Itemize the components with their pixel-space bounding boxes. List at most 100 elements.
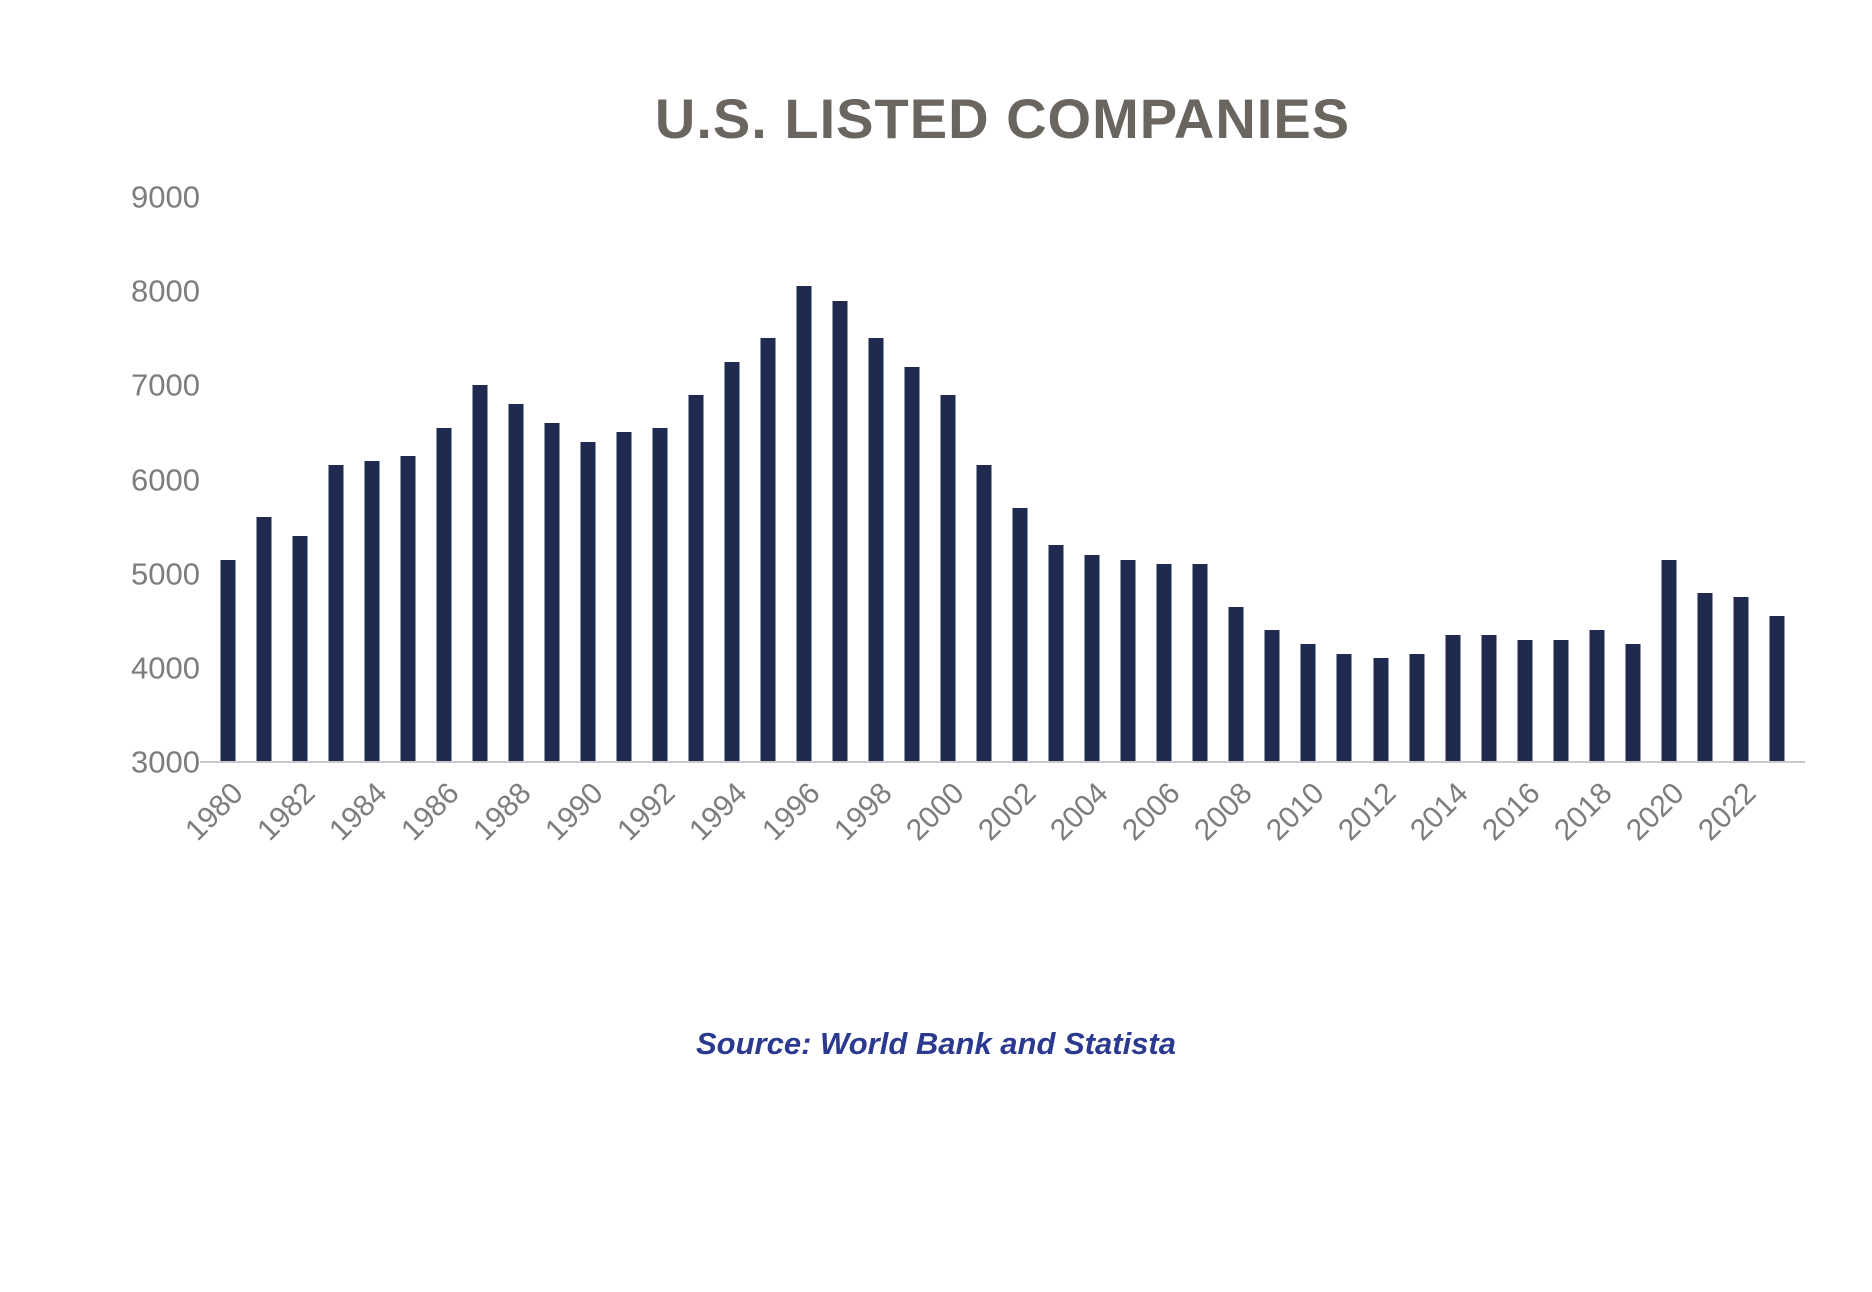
bar-1996 (796, 286, 812, 762)
bar-1990 (580, 441, 596, 762)
bar-slot (606, 197, 642, 762)
x-tick-label: 1996 (755, 776, 827, 848)
bar-2006 (1156, 564, 1172, 762)
x-tick-label: 2012 (1331, 776, 1403, 848)
bar-1993 (688, 394, 704, 762)
bar-slot: 1980 (179, 197, 250, 847)
bar-2017 (1553, 639, 1569, 762)
x-axis-line (200, 761, 1805, 763)
bar-1992 (652, 427, 668, 762)
bar-1997 (832, 300, 848, 762)
bar-2015 (1481, 634, 1497, 762)
y-tick-label: 8000 (131, 273, 200, 309)
bar-2019 (1625, 644, 1641, 762)
bar-2021 (1697, 592, 1713, 762)
bar-slot: 2008 (1188, 197, 1258, 847)
bar-2009 (1264, 630, 1280, 762)
bar-slot (1110, 197, 1146, 762)
bar-slot (318, 197, 354, 762)
x-tick-label: 1986 (395, 776, 467, 848)
bar-1985 (400, 455, 416, 762)
bar-slot: 2020 (1620, 197, 1691, 847)
bar-slot (1326, 197, 1362, 762)
bar-2014 (1445, 634, 1461, 762)
x-tick-label: 1984 (323, 776, 394, 848)
bar-slot: 1982 (251, 197, 322, 847)
bar-slot: 1990 (540, 197, 610, 847)
bar-2007 (1192, 564, 1208, 762)
bar-slot (678, 197, 714, 762)
bar-slot: 2016 (1476, 197, 1546, 847)
bar-slot (1038, 197, 1074, 762)
bar-1986 (436, 427, 452, 762)
bar-1989 (544, 423, 560, 762)
bar-slot (390, 197, 426, 762)
x-tick-label: 2018 (1547, 776, 1619, 848)
plot-area: 1980 1982 1984 1986 1988 1990 1992 1994 1996 1998… (179, 197, 1805, 847)
bar-1982 (292, 536, 308, 762)
bar-2004 (1084, 554, 1100, 762)
bar-2011 (1336, 653, 1352, 762)
x-tick-label: 2016 (1475, 776, 1547, 848)
x-tick-label: 1990 (539, 776, 611, 848)
bar-slot (534, 197, 570, 762)
bar-2018 (1589, 630, 1605, 762)
x-tick-label: 1988 (467, 776, 539, 848)
x-tick-label: 2000 (899, 776, 971, 848)
bar-slot: 2006 (1116, 197, 1186, 847)
bar-1981 (256, 517, 272, 762)
x-tick-label: 2020 (1620, 776, 1691, 848)
y-axis: 3000 4000 5000 6000 7000 8000 9000 (90, 182, 200, 778)
bar-1994 (724, 361, 740, 762)
bar-2008 (1228, 606, 1244, 762)
bar-slot (1687, 197, 1723, 762)
bar-2013 (1409, 653, 1425, 762)
bar-2020 (1661, 559, 1677, 762)
x-tick-label: 2010 (1259, 776, 1331, 848)
bar-slot (1471, 197, 1507, 762)
y-tick-label: 5000 (131, 556, 200, 592)
x-tick-label: 1980 (179, 776, 250, 848)
bar-1998 (868, 338, 884, 762)
bar-2002 (1012, 507, 1028, 762)
bar-slot: 2000 (900, 197, 970, 847)
bars: 1980 1982 1984 1986 1988 1990 1992 1994 1996 1998… (179, 197, 1795, 847)
bar-slot (1399, 197, 1435, 762)
bar-slot: 2004 (1044, 197, 1114, 847)
bar-slot (1543, 197, 1579, 762)
chart-title: U.S. LISTED COMPANIES (654, 87, 1351, 150)
bar-slot: 2010 (1260, 197, 1330, 847)
x-tick-label: 1982 (251, 776, 322, 848)
bar-slot: 1984 (323, 197, 394, 847)
y-tick-label: 3000 (131, 744, 200, 780)
bar-2022 (1733, 597, 1749, 762)
bar-2012 (1373, 658, 1388, 762)
bar-slot: 1988 (468, 197, 538, 847)
bar-slot: 2022 (1692, 197, 1763, 847)
y-tick-label: 9000 (131, 179, 200, 215)
bar-1987 (472, 385, 488, 762)
bar-slot (1254, 197, 1290, 762)
bar-1995 (760, 338, 776, 762)
bar-1999 (904, 366, 920, 762)
bar-1991 (616, 432, 632, 762)
x-tick-label: 2008 (1187, 776, 1259, 848)
bar-slot: 1996 (756, 197, 826, 847)
bar-slot: 2018 (1548, 197, 1619, 847)
bar-1988 (508, 404, 524, 762)
bar-slot: 1986 (395, 197, 466, 847)
source-caption: Source: World Bank and Statista (695, 1026, 1176, 1061)
bar-2003 (1048, 545, 1064, 762)
bar-slot (462, 197, 498, 762)
bar-1983 (328, 465, 344, 762)
bar-slot (246, 197, 282, 762)
x-tick-label: 2006 (1115, 776, 1187, 848)
bar-2000 (940, 394, 956, 762)
bar-slot (1182, 197, 1218, 762)
x-tick-label: 1994 (683, 776, 755, 848)
x-tick-label: 1992 (611, 776, 683, 848)
bar-1984 (364, 460, 380, 762)
bar-2010 (1300, 644, 1316, 762)
bar-2023 (1769, 616, 1785, 762)
